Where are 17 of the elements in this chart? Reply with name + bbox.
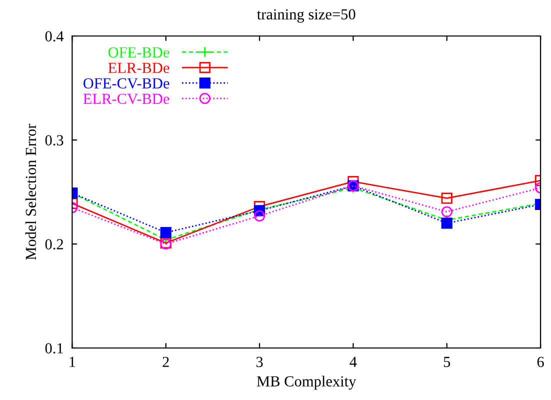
legend-label: ELR-CV-BDe bbox=[83, 94, 170, 104]
y-tick-label: 0.2 bbox=[45, 239, 64, 250]
x-tick-label: 2 bbox=[162, 356, 169, 367]
y-tick-label: 0.1 bbox=[45, 343, 63, 354]
chart-title: training size=50 bbox=[257, 9, 356, 23]
y-tick-label: 0.4 bbox=[45, 31, 64, 42]
legend-label: OFE-CV-BDe bbox=[84, 78, 170, 89]
legend-label: ELR-BDe bbox=[108, 62, 170, 74]
legend-label: OFE-BDe bbox=[108, 47, 170, 58]
y-tick-label: 0.3 bbox=[45, 135, 64, 146]
x-tick-label: 5 bbox=[444, 356, 450, 368]
x-axis-title: MB Complexity bbox=[256, 376, 356, 390]
y-axis-title: Model Selection Error bbox=[25, 124, 36, 260]
x-tick-label: 3 bbox=[256, 356, 263, 368]
x-tick-label: 6 bbox=[537, 356, 544, 368]
x-tick-label: 1 bbox=[70, 356, 76, 367]
x-tick-label: 4 bbox=[350, 356, 357, 367]
